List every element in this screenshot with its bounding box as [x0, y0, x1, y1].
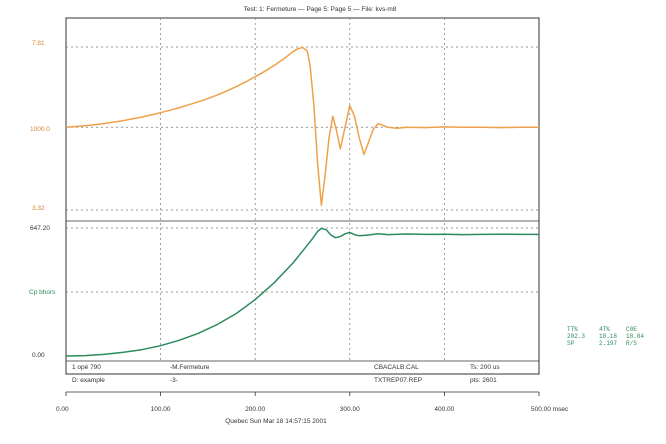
- x-tick-label-1: 100.00: [151, 406, 171, 413]
- readout-row-1-col-3: C0E: [626, 326, 637, 333]
- upper-y-bottom-label: 3.32: [32, 205, 45, 212]
- lower-trace-line: [65, 227, 539, 357]
- lower-y-top-label: 647.20: [30, 225, 50, 232]
- x-tick-label-4: 400.00: [434, 406, 454, 413]
- readout-row-2-col-3: 18.84: [626, 333, 644, 340]
- plot-frame: [65, 17, 540, 375]
- readout-row-1-col-2: 4T%: [599, 326, 610, 333]
- info-test-name: -M.Fermeture: [170, 364, 210, 371]
- info-test-code: -3-: [170, 377, 178, 384]
- info-operator: 1 opé 790: [72, 364, 101, 371]
- upper-trace-line: [65, 46, 539, 207]
- x-tick-labels: 0.00 100.00 200.00 300.00 400.00 500.00 msec: [56, 391, 569, 413]
- x-tick-label-2: 200.00: [245, 406, 265, 413]
- side-readout: TT% 4T% C0E 202.3 18.18 18.84 SP 2.197 R…: [567, 326, 644, 347]
- info-rep-file: TXTREP07.REP: [374, 377, 422, 384]
- chart-title: Test: 1: Fermeture — Page 5: Page 5 — Fi…: [244, 6, 397, 13]
- lower-y-bottom-label: 0.00: [32, 352, 45, 359]
- info-dataset: D: example: [72, 377, 105, 384]
- readout-row-3: SP: [567, 340, 575, 347]
- traces: [65, 46, 539, 357]
- info-cal-file: CBACALB.CAL: [374, 364, 419, 371]
- readout-row-3-col-3: R/S: [626, 340, 637, 347]
- upper-y-mid-label: 1000.0: [30, 126, 50, 133]
- info-points: pts: 2601: [470, 377, 497, 384]
- footer-timestamp: Quebec Sun Mar 18 14:57:15 2001: [225, 418, 327, 425]
- x-tick-label-5: 500.00 msec: [531, 406, 569, 413]
- readout-row-2-col-2: 18.18: [599, 333, 617, 340]
- x-tick-label-0: 0.00: [56, 406, 69, 413]
- info-sample-time: Ts: 200 us: [470, 364, 500, 371]
- readout-row-3-col-2: 2.197: [599, 340, 617, 347]
- readout-row-1: TT%: [567, 326, 578, 333]
- upper-y-top-label: 7.81: [32, 40, 45, 47]
- x-tick-label-3: 300.00: [340, 406, 360, 413]
- grid-lines: [66, 18, 539, 361]
- lower-y-mid-label: Cp bhors: [29, 289, 56, 296]
- readout-row-2: 202.3: [567, 333, 585, 340]
